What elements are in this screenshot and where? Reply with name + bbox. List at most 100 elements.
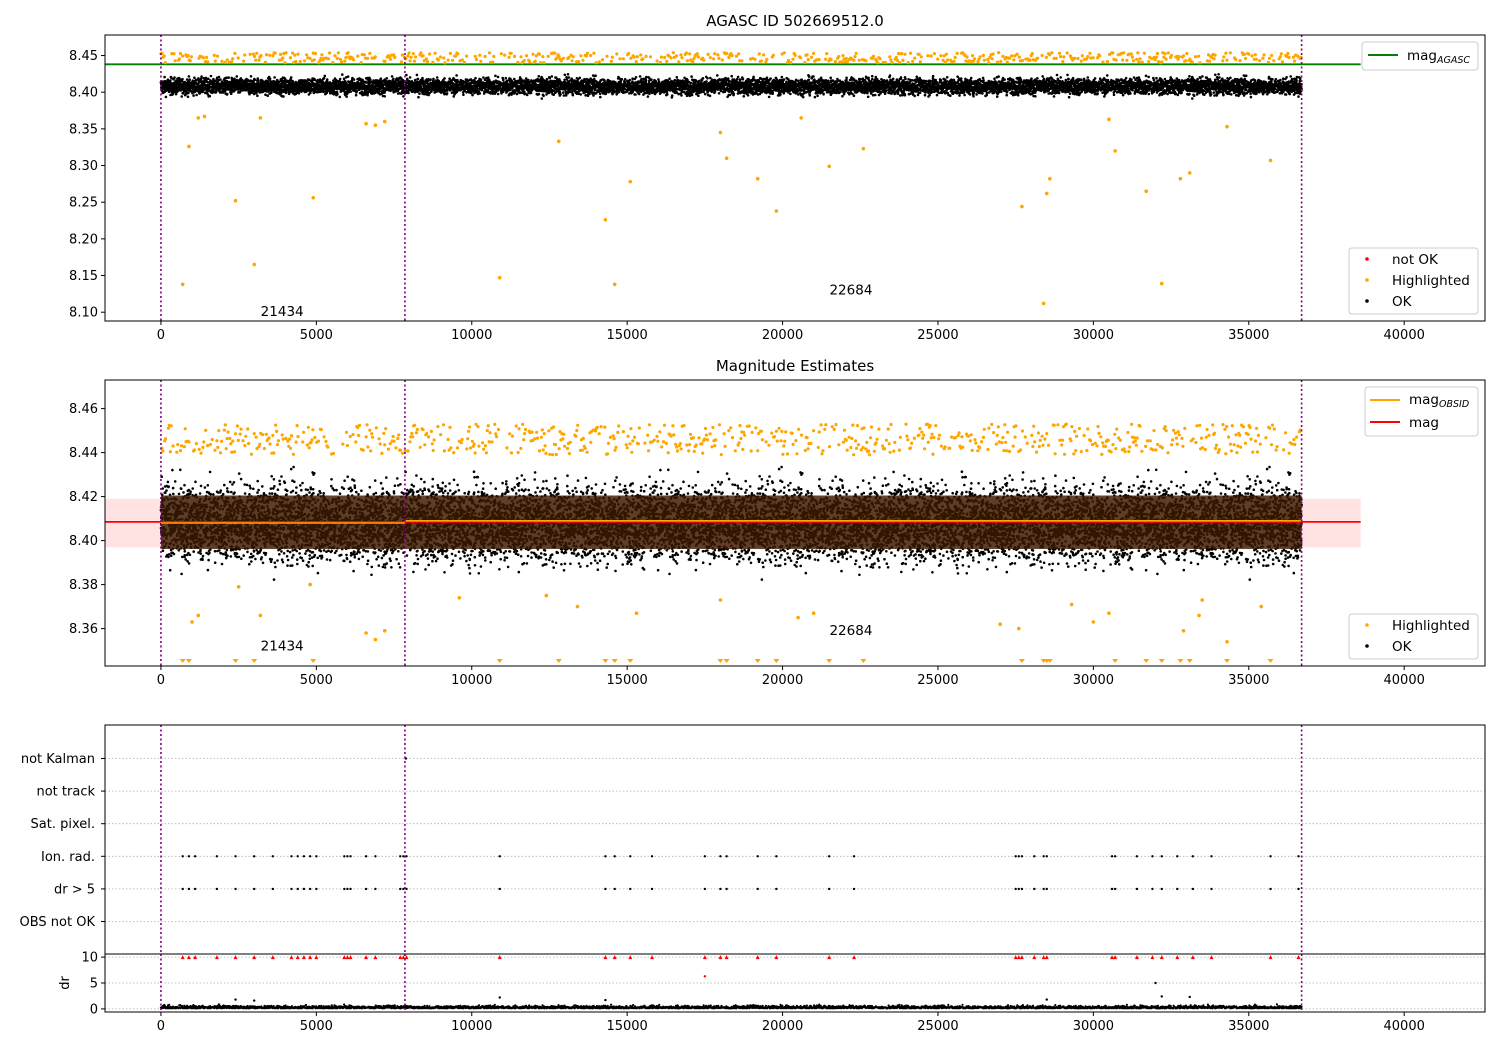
legend-not-ok: not OK xyxy=(1392,252,1439,268)
highlighted-point xyxy=(575,604,580,609)
panel-magnitude-title: Magnitude Estimates xyxy=(716,357,874,375)
y-tick-label: 8.46 xyxy=(69,402,98,417)
dr-clipped-marker xyxy=(180,955,185,960)
flag-point xyxy=(1045,887,1048,891)
flag-point xyxy=(364,887,368,891)
out-of-range-marker xyxy=(1112,659,1119,663)
flag-point xyxy=(346,887,349,891)
highlighted-point xyxy=(233,198,238,203)
x-tick-label: 20000 xyxy=(762,328,803,343)
flag-point xyxy=(725,887,728,891)
flag-point xyxy=(498,855,501,858)
highlighted-point xyxy=(202,114,207,119)
y-tick-label: 8.35 xyxy=(69,122,98,137)
flag-point xyxy=(290,855,293,858)
dr-clipped-marker xyxy=(1296,955,1301,960)
obsid-label-21434: 21434 xyxy=(261,304,304,320)
dr-outlier-point xyxy=(1045,998,1048,1001)
highlighted-point xyxy=(1225,124,1229,129)
dr-clipped-marker xyxy=(718,955,723,960)
flag-point xyxy=(1113,855,1117,858)
dr-clipped-marker xyxy=(1190,955,1195,960)
dr-clipped-marker xyxy=(612,955,617,960)
flag-point xyxy=(604,887,607,891)
flag-point xyxy=(252,887,256,891)
flag-point xyxy=(252,855,256,858)
flag-point xyxy=(302,887,306,891)
legend-highlighted-p2: Highlighted xyxy=(1392,618,1470,634)
legend-mag-lines: magOBSID mag xyxy=(1364,386,1479,437)
dr-clipped-marker xyxy=(295,955,300,960)
x-tick-label: 25000 xyxy=(917,673,958,688)
flag-point xyxy=(308,855,312,858)
dr-clipped-marker xyxy=(314,955,319,960)
panel-dr: 0 5000 10000 15000 20000 25000 30000 35000 40000… xyxy=(58,951,1486,1034)
flag-category-label: not Kalman xyxy=(21,752,95,767)
dr-clipped-marker xyxy=(774,955,779,960)
flag-point xyxy=(405,855,408,858)
dr-clipped-marker xyxy=(1134,955,1139,960)
y-tick-label: 8.30 xyxy=(69,159,98,174)
obsid-label-22684-p2: 22684 xyxy=(829,623,872,639)
dr-clipped-marker xyxy=(345,955,350,960)
flag-point xyxy=(187,887,191,891)
legend-ok-p2: OK xyxy=(1392,639,1413,655)
panel-agasc: AGASC ID 502669512.0 0 5000 10000 15000 2000… xyxy=(69,12,1486,343)
dr-clipped-marker xyxy=(1044,955,1049,960)
flag-point xyxy=(827,855,831,858)
flag-point xyxy=(1110,887,1114,891)
flag-point xyxy=(498,887,501,891)
flag-point xyxy=(650,855,654,858)
dr-clipped-marker xyxy=(364,955,369,960)
highlighted-point xyxy=(755,176,760,181)
flag-point xyxy=(1160,887,1163,891)
legend-mag: mag xyxy=(1409,415,1439,431)
flag-point xyxy=(271,887,275,891)
y-tick-label: 8.36 xyxy=(69,622,98,637)
y-tick-label: 10 xyxy=(81,951,98,966)
dr-clipped-marker xyxy=(628,955,633,960)
y-tick-label: 8.42 xyxy=(69,490,98,505)
dr-clipped-marker xyxy=(348,955,353,960)
x-tick-label: 40000 xyxy=(1384,1019,1425,1034)
dr-clipped-marker xyxy=(404,955,409,960)
flag-point xyxy=(1014,855,1017,858)
highlighted-point xyxy=(373,637,378,642)
out-of-range-marker xyxy=(1046,659,1053,663)
x-tick-label: 15000 xyxy=(606,1019,647,1034)
flag-point xyxy=(1135,855,1139,858)
dr-clipped-marker xyxy=(702,955,707,960)
x-tick-label: 40000 xyxy=(1384,673,1425,688)
flag-category-label: Sat. pixel. xyxy=(31,817,95,832)
flag-point xyxy=(215,887,219,891)
highlighted-point xyxy=(544,593,549,598)
flag-point xyxy=(827,887,831,891)
flag-point xyxy=(719,887,722,891)
out-of-range-marker xyxy=(611,659,618,663)
highlighted-point xyxy=(382,629,387,633)
highlighted-point xyxy=(1268,158,1273,163)
flag-point xyxy=(719,855,722,858)
dr-clipped-marker xyxy=(193,955,198,960)
flag-point xyxy=(1151,887,1154,891)
flag-point xyxy=(1191,855,1195,858)
highlighted-point xyxy=(497,275,502,280)
flag-point xyxy=(1042,855,1045,858)
out-of-range-marker xyxy=(754,659,761,663)
flag-point xyxy=(1297,855,1300,858)
y-tick-label: 8.20 xyxy=(69,232,98,247)
dr-outlier-point xyxy=(252,999,256,1002)
dr-clipped-marker xyxy=(497,955,502,960)
flag-point xyxy=(756,887,759,891)
highlighted-point xyxy=(258,116,263,120)
highlighted-point xyxy=(796,615,800,620)
out-of-range-marker xyxy=(1186,659,1193,663)
out-of-range-marker xyxy=(251,659,258,663)
obsid-label-21434-p2: 21434 xyxy=(261,639,304,655)
out-of-range-marker xyxy=(1143,659,1150,663)
x-tick-label: 20000 xyxy=(762,1019,803,1034)
dr-clipped-marker xyxy=(252,955,257,960)
svg-text:magAGASC: magAGASC xyxy=(1407,48,1470,66)
dr-clipped-marker xyxy=(233,955,238,960)
highlighted-point xyxy=(236,585,241,589)
